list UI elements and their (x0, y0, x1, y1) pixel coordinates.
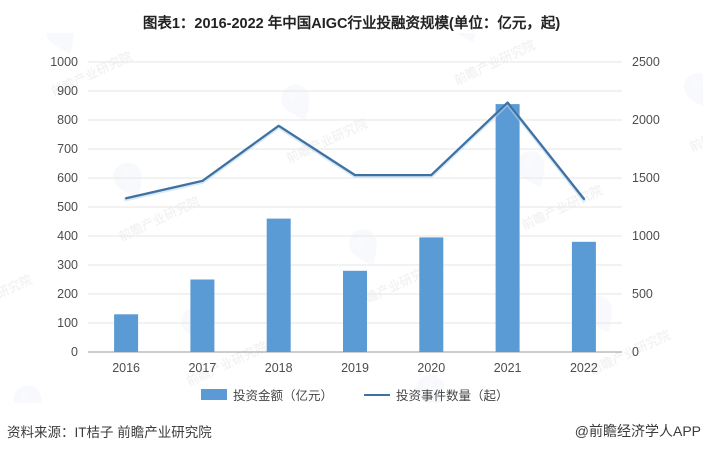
svg-text:1000: 1000 (50, 55, 78, 69)
svg-text:0: 0 (71, 345, 78, 359)
svg-text:800: 800 (57, 113, 78, 127)
svg-text:100: 100 (57, 316, 78, 330)
svg-text:200: 200 (57, 287, 78, 301)
svg-text:300: 300 (57, 258, 78, 272)
svg-text:900: 900 (57, 84, 78, 98)
svg-text:2021: 2021 (494, 361, 522, 375)
svg-text:400: 400 (57, 229, 78, 243)
svg-text:1000: 1000 (632, 229, 660, 243)
svg-text:2000: 2000 (632, 113, 660, 127)
svg-text:600: 600 (57, 171, 78, 185)
svg-text:500: 500 (57, 200, 78, 214)
svg-text:500: 500 (632, 287, 653, 301)
svg-text:0: 0 (632, 345, 639, 359)
svg-text:2018: 2018 (265, 361, 293, 375)
svg-text:700: 700 (57, 142, 78, 156)
svg-text:2017: 2017 (188, 361, 216, 375)
svg-text:2020: 2020 (417, 361, 445, 375)
svg-text:1500: 1500 (632, 171, 660, 185)
svg-text:2016: 2016 (112, 361, 140, 375)
svg-text:2500: 2500 (632, 55, 660, 69)
svg-text:2019: 2019 (341, 361, 369, 375)
svg-text:2022: 2022 (570, 361, 598, 375)
